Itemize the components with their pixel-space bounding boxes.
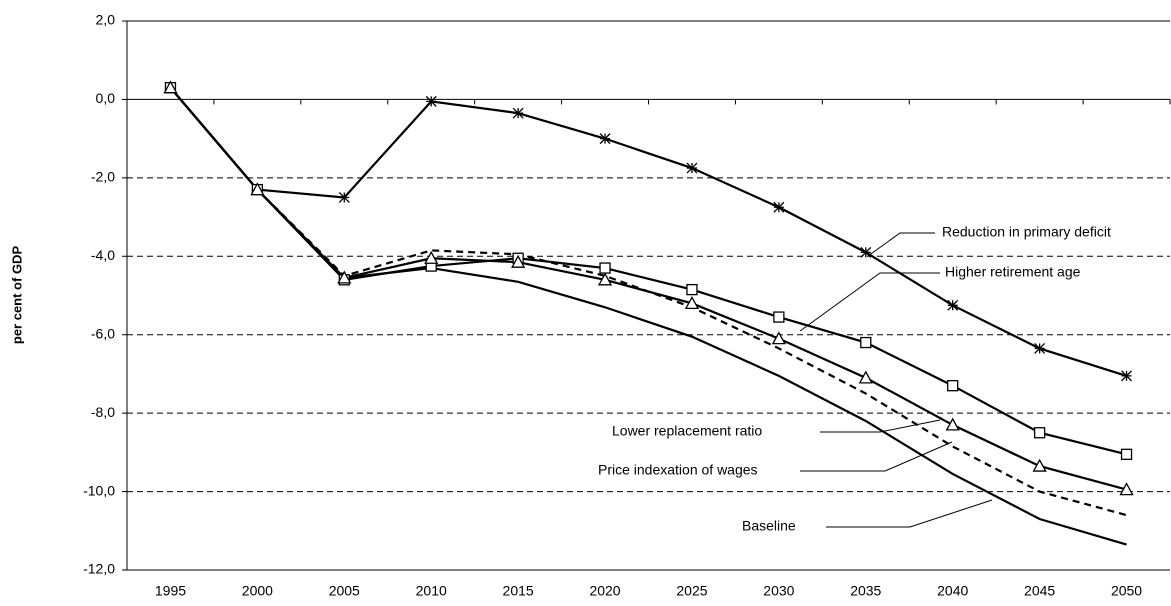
leader-line	[820, 419, 941, 433]
marker-asterisk	[773, 201, 785, 213]
leader-line	[826, 499, 993, 528]
marker-triangle	[163, 80, 178, 94]
y-tick-label: -6,0	[91, 325, 115, 341]
marker-triangle	[250, 182, 265, 196]
marker-asterisk	[1034, 342, 1046, 354]
y-tick-label: 0,0	[96, 90, 116, 106]
marker-asterisk	[1121, 370, 1132, 382]
x-tick-label: 2035	[850, 583, 881, 599]
x-tick-label: 2025	[676, 583, 707, 599]
x-tick-label: 2020	[589, 583, 620, 599]
y-tick-label: -2,0	[91, 169, 115, 185]
x-tick-label: 2030	[763, 583, 794, 599]
marker-square	[947, 380, 959, 392]
marker-triangle	[771, 331, 786, 345]
x-tick-label: 2040	[937, 583, 968, 599]
marker-triangle	[1119, 482, 1134, 496]
y-tick-label: -8,0	[91, 404, 115, 420]
y-axis-title: per cent of GDP	[9, 246, 24, 345]
series-line	[169, 86, 1127, 456]
y-tick-label: 2,0	[96, 12, 116, 28]
marker-triangle	[337, 270, 352, 284]
marker-triangle	[858, 370, 873, 384]
series-line	[169, 86, 1127, 546]
marker-triangle	[684, 295, 700, 309]
leader-line	[799, 272, 940, 332]
series-label: Lower replacement ratio	[612, 423, 762, 439]
series-label: Price indexation of wages	[598, 462, 758, 478]
marker-asterisk	[686, 162, 698, 174]
marker-asterisk	[947, 299, 959, 311]
series-label: Reduction in primary deficit	[942, 224, 1111, 240]
marker-asterisk	[860, 246, 872, 258]
marker-asterisk	[599, 133, 611, 145]
x-tick-label: 2005	[329, 583, 360, 599]
leader-line	[867, 232, 935, 257]
y-tick-label: -10,0	[83, 482, 115, 498]
marker-square	[1120, 448, 1133, 460]
x-tick-label: 2000	[242, 583, 273, 599]
marker-triangle	[945, 417, 960, 431]
x-tick-label: 1995	[155, 583, 186, 599]
marker-square	[1033, 427, 1046, 439]
y-tick-label: -4,0	[91, 247, 115, 263]
marker-asterisk	[512, 107, 524, 119]
marker-square	[599, 262, 611, 274]
marker-square	[773, 311, 785, 323]
x-tick-label: 2045	[1024, 583, 1055, 599]
y-tick-label: -12,0	[83, 561, 115, 577]
series-line	[169, 86, 1127, 377]
marker-asterisk	[338, 192, 350, 203]
marker-square	[686, 283, 698, 296]
marker-square	[860, 336, 872, 349]
marker-triangle	[424, 250, 439, 264]
series-line	[169, 86, 1127, 517]
series-label: Baseline	[742, 518, 796, 534]
marker-asterisk	[425, 95, 437, 107]
leader-line	[800, 441, 953, 472]
marker-triangle	[597, 272, 613, 286]
x-tick-label: 2050	[1111, 583, 1142, 599]
x-tick-label: 2015	[503, 583, 534, 599]
marker-triangle	[1032, 458, 1047, 472]
x-tick-label: 2010	[416, 583, 447, 599]
series-label: Higher retirement age	[945, 264, 1081, 280]
marker-triangle	[511, 254, 526, 268]
